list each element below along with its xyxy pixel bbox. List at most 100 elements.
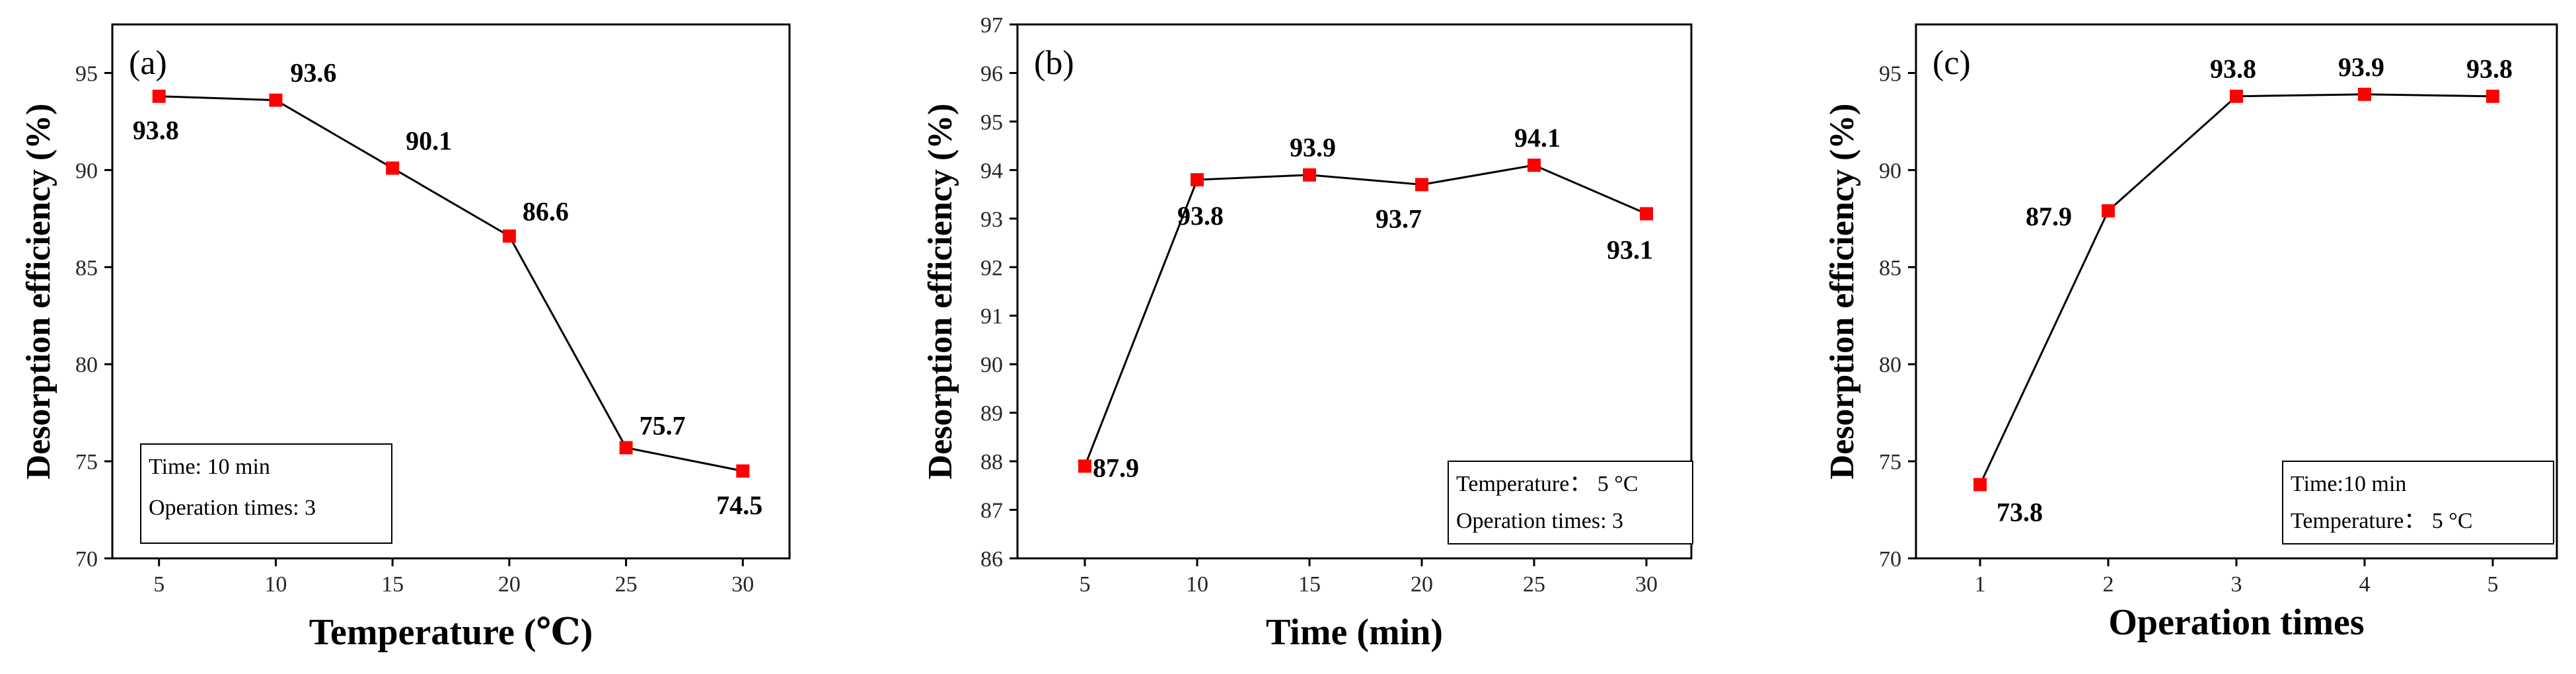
series-line [159, 95, 743, 472]
x-tick-label: 25 [615, 572, 638, 597]
legend-box [2282, 461, 2554, 544]
x-tick-label: 5 [153, 572, 165, 597]
data-label: 86.6 [523, 196, 569, 226]
y-tick-label: 94 [980, 159, 1003, 183]
chart-panel-b: 86 87 88 89 90 91 92 93 94 95 96 97 5 10 15 20 25 30 Desor… [922, 13, 1693, 653]
y-tick-label: 92 [980, 256, 1003, 280]
data-label: 74.5 [716, 490, 762, 520]
data-point [1078, 459, 1091, 473]
data-point [619, 441, 633, 455]
panel-label: (c) [1932, 44, 1971, 82]
data-point [1973, 478, 1987, 492]
data-point [152, 89, 166, 103]
data-point [1640, 207, 1653, 221]
y-tick-label: 90 [1879, 159, 1901, 183]
x-tick-label: 2 [2103, 572, 2114, 597]
y-tick-label: 88 [980, 450, 1003, 474]
y-tick-label: 97 [980, 13, 1003, 38]
x-tick-label: 20 [1411, 572, 1433, 597]
plot-frame [1016, 23, 1693, 560]
y-tick-label: 75 [75, 450, 98, 474]
data-label: 93.9 [2338, 52, 2384, 82]
y-tick-label: 85 [75, 256, 98, 280]
data-label: 93.8 [2210, 54, 2256, 84]
x-axis-label: Operation times [2108, 602, 2364, 643]
data-point [1303, 168, 1316, 182]
y-tick-label: 93 [980, 207, 1003, 232]
y-tick-label: 90 [75, 159, 98, 183]
y-tick-label: 70 [1879, 547, 1901, 572]
y-tick-label: 89 [980, 402, 1003, 426]
x-tick-label: 5 [1080, 572, 1091, 597]
y-tick-label: 95 [1879, 61, 1901, 86]
series-line [1084, 164, 1647, 467]
y-tick-label: 86 [980, 547, 1003, 572]
data-point [269, 93, 283, 107]
data-label: 73.8 [1997, 497, 2043, 527]
x-tick-label: 3 [2231, 572, 2242, 597]
data-point [736, 464, 750, 478]
y-tick-label: 80 [1879, 353, 1901, 377]
data-point [2358, 87, 2371, 101]
panel-label: (a) [129, 44, 167, 82]
y-tick-label: 87 [980, 499, 1003, 523]
x-tick-label: 10 [1186, 572, 1208, 597]
y-axis-label: Desorption efficiency (%) [20, 104, 57, 480]
x-tick-label: 10 [264, 572, 287, 597]
legend-text: Time: 10 min [149, 455, 270, 479]
legend-text: Time:10 min [2291, 472, 2406, 496]
x-tick-label: 30 [731, 572, 754, 597]
y-tick-label: 96 [980, 61, 1003, 86]
data-point [2230, 89, 2243, 103]
data-label: 93.9 [1290, 133, 1336, 163]
x-tick-label: 4 [2359, 572, 2371, 597]
data-label: 93.7 [1376, 204, 1422, 233]
y-tick-label: 90 [980, 353, 1003, 377]
data-point [2486, 89, 2499, 103]
data-label: 93.8 [133, 116, 179, 145]
y-tick-label: 80 [75, 353, 98, 377]
x-tick-label: 1 [1975, 572, 1986, 597]
series-line [1979, 93, 2493, 485]
y-tick-label: 75 [1879, 450, 1901, 474]
data-point [1191, 173, 1204, 187]
chart-panel-a: 70 75 80 85 90 95 5 10 15 20 25 30 Desorption effici… [20, 23, 791, 653]
chart-panel-c: 70 75 80 85 90 95 1 2 3 4 5 Desorption efficiency (… [1823, 23, 2558, 643]
panel-label: (b) [1034, 44, 1074, 82]
data-point [386, 161, 400, 175]
plot-frame [111, 23, 791, 560]
legend-box [140, 443, 392, 544]
data-label: 94.1 [1514, 123, 1561, 153]
y-tick-label: 95 [75, 61, 98, 86]
x-axis-label: Temperature (℃) [309, 612, 593, 653]
data-label: 93.8 [1177, 201, 1224, 231]
y-tick-label: 70 [75, 547, 98, 572]
data-point [1527, 159, 1541, 172]
x-tick-label: 5 [2487, 572, 2499, 597]
data-label: 93.1 [1607, 235, 1653, 264]
x-tick-label: 20 [498, 572, 521, 597]
x-tick-label: 25 [1523, 572, 1545, 597]
y-tick-label: 85 [1879, 256, 1901, 280]
data-label: 87.9 [2026, 202, 2072, 231]
data-point [1415, 178, 1428, 192]
legend-text: Temperature： 5 °C [1456, 472, 1638, 496]
y-tick-label: 95 [980, 110, 1003, 135]
x-tick-label: 15 [381, 572, 404, 597]
legend-text: Temperature： 5 °C [2291, 509, 2473, 533]
data-label: 90.1 [406, 126, 452, 155]
data-point [2102, 204, 2115, 218]
x-tick-label: 30 [1635, 572, 1658, 597]
data-label: 75.7 [640, 411, 686, 441]
data-label: 87.9 [1093, 453, 1139, 482]
x-tick-label: 15 [1298, 572, 1321, 597]
x-axis-label: Time (min) [1266, 612, 1443, 653]
data-label: 93.6 [290, 58, 336, 88]
data-label: 93.8 [2466, 54, 2513, 84]
data-point [502, 229, 516, 243]
legend-text: Operation times: 3 [1456, 509, 1623, 533]
y-tick-label: 91 [980, 305, 1003, 329]
y-axis-label: Desorption efficiency (%) [922, 104, 959, 480]
legend-box [1448, 461, 1693, 544]
